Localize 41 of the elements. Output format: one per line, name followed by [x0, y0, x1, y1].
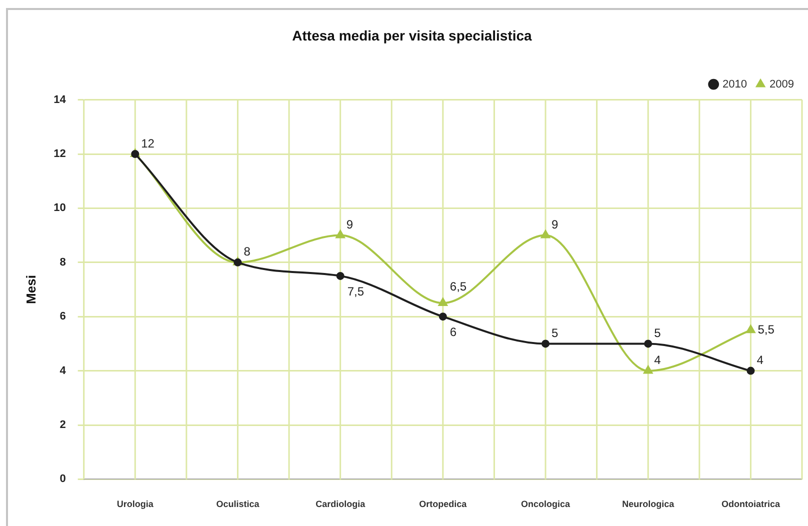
point — [438, 312, 447, 321]
data-label: 7,5 — [347, 284, 364, 298]
point — [746, 324, 756, 334]
point — [438, 298, 448, 306]
x-tick-label: Neurologica — [622, 499, 676, 510]
y-tick-label: 10 — [54, 202, 66, 214]
data-label: 9 — [346, 218, 354, 232]
data-label: 5,5 — [758, 322, 775, 336]
point — [336, 272, 344, 280]
y-tick-label: 14 — [54, 94, 67, 106]
data-label: 12 — [141, 136, 155, 150]
legend-label: 2009 — [770, 78, 794, 90]
y-tick-label: 8 — [60, 256, 66, 268]
point — [746, 366, 755, 375]
x-tick-label: Odontoiatrica — [721, 499, 781, 510]
data-label: 6,5 — [450, 279, 467, 294]
y-tick-label: 0 — [60, 473, 66, 486]
data-label: 4 — [756, 353, 764, 368]
data-label: 8 — [244, 244, 251, 259]
y-tick-label: 6 — [60, 310, 66, 323]
point — [542, 340, 550, 348]
x-tick-label: Oculistica — [216, 499, 260, 510]
data-label: 6 — [450, 324, 457, 339]
y-tick-label: 12 — [54, 148, 66, 160]
legend-label: 2010 — [722, 78, 748, 90]
x-tick-label: Cardiologia — [316, 499, 366, 510]
point — [335, 230, 346, 238]
y-axis-title: Mesi — [23, 275, 38, 304]
chart-title: Attesa media per visita specialistica — [292, 27, 532, 44]
point — [540, 230, 550, 238]
data-label: 5 — [654, 326, 662, 340]
point — [644, 340, 652, 348]
point — [643, 365, 653, 374]
y-tick-label: 4 — [60, 364, 67, 377]
x-tick-label: Oncologica — [521, 499, 572, 510]
data-label: 9 — [552, 218, 559, 232]
x-tick-label: Urologia — [116, 499, 154, 510]
data-label: 4 — [654, 353, 662, 368]
x-tick-label: Ortopedica — [419, 499, 468, 510]
y-tick-label: 2 — [60, 419, 66, 432]
data-label: 5 — [552, 326, 559, 340]
